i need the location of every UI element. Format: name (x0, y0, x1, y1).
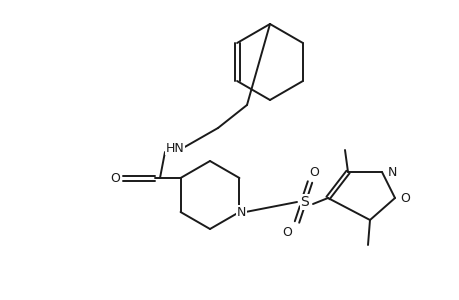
Text: N: N (236, 206, 246, 218)
Text: O: O (399, 191, 409, 205)
Text: HN: HN (165, 142, 184, 154)
Text: O: O (110, 172, 120, 184)
Text: O: O (308, 166, 318, 178)
Text: S: S (300, 195, 309, 209)
Text: N: N (386, 166, 396, 178)
Text: O: O (281, 226, 291, 238)
